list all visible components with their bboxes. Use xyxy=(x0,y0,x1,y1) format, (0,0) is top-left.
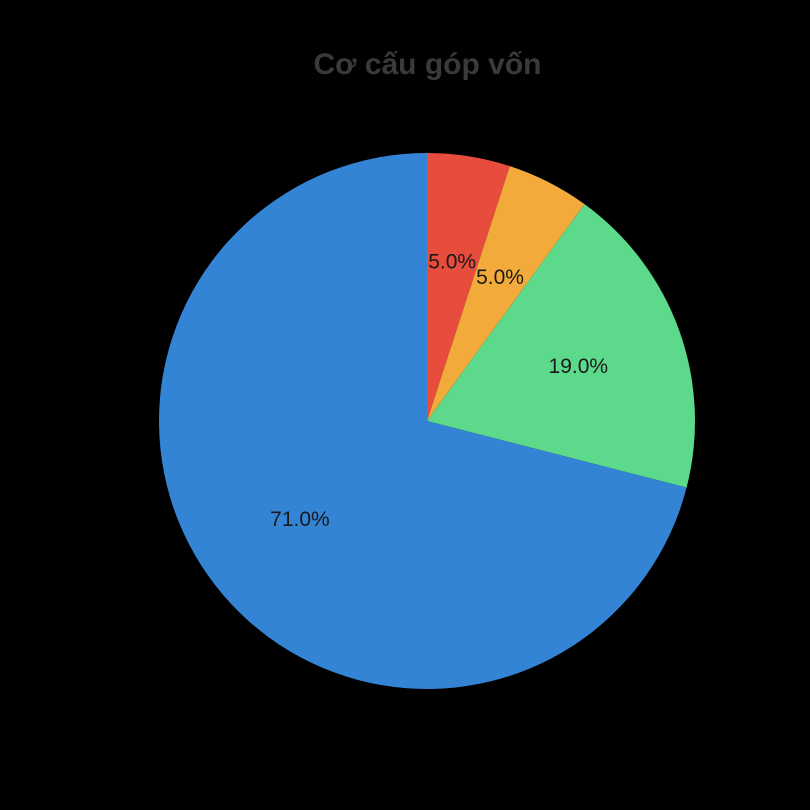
svg-text:5.0%: 5.0% xyxy=(476,266,524,289)
svg-text:71.0%: 71.0% xyxy=(270,508,330,531)
svg-text:5.0%: 5.0% xyxy=(428,251,476,274)
svg-text:19.0%: 19.0% xyxy=(549,355,609,378)
